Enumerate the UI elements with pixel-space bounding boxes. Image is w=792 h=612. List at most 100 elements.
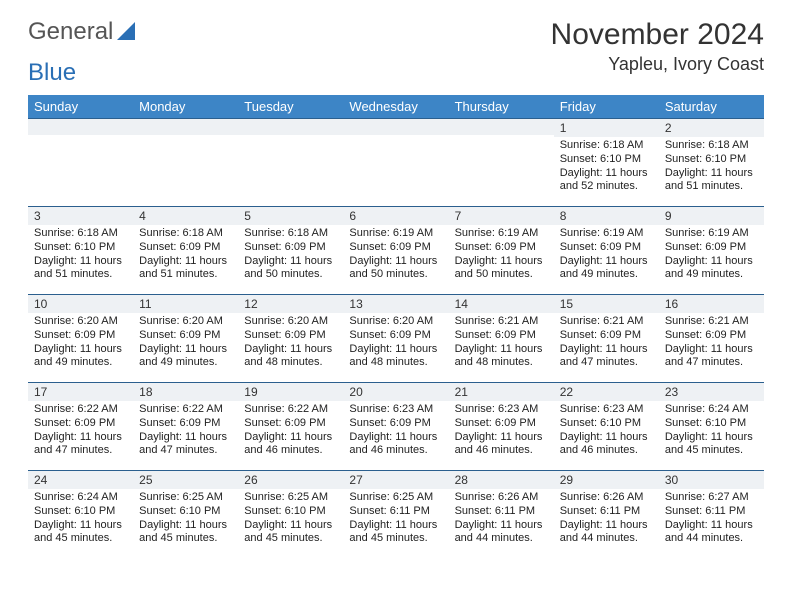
day-details: Sunrise: 6:22 AMSunset: 6:09 PMDaylight:… (133, 401, 238, 462)
daylight-text: Daylight: 11 hours and 47 minutes. (665, 343, 758, 371)
sunrise-text: Sunrise: 6:26 AM (560, 491, 653, 505)
daylight-text: Daylight: 11 hours and 47 minutes. (139, 431, 232, 459)
day-number: 9 (659, 207, 764, 225)
calendar-day-cell: 25Sunrise: 6:25 AMSunset: 6:10 PMDayligh… (133, 471, 238, 559)
day-details: Sunrise: 6:23 AMSunset: 6:09 PMDaylight:… (449, 401, 554, 462)
day-number: 15 (554, 295, 659, 313)
sunrise-text: Sunrise: 6:20 AM (34, 315, 127, 329)
day-number (449, 119, 554, 135)
sunset-text: Sunset: 6:09 PM (665, 329, 758, 343)
day-number: 2 (659, 119, 764, 137)
weekday-header-row: Sunday Monday Tuesday Wednesday Thursday… (28, 95, 764, 119)
day-number: 12 (238, 295, 343, 313)
day-number: 1 (554, 119, 659, 137)
sunrise-text: Sunrise: 6:25 AM (349, 491, 442, 505)
day-details: Sunrise: 6:24 AMSunset: 6:10 PMDaylight:… (28, 489, 133, 550)
day-number: 22 (554, 383, 659, 401)
weekday-header: Tuesday (238, 95, 343, 119)
sunrise-text: Sunrise: 6:20 AM (349, 315, 442, 329)
sunrise-text: Sunrise: 6:24 AM (34, 491, 127, 505)
day-number: 27 (343, 471, 448, 489)
daylight-text: Daylight: 11 hours and 50 minutes. (455, 255, 548, 283)
day-number (343, 119, 448, 135)
calendar-day-cell: 1Sunrise: 6:18 AMSunset: 6:10 PMDaylight… (554, 119, 659, 207)
day-details: Sunrise: 6:26 AMSunset: 6:11 PMDaylight:… (449, 489, 554, 550)
sunset-text: Sunset: 6:09 PM (244, 417, 337, 431)
sunrise-text: Sunrise: 6:22 AM (139, 403, 232, 417)
calendar-day-cell: 21Sunrise: 6:23 AMSunset: 6:09 PMDayligh… (449, 383, 554, 471)
day-details: Sunrise: 6:23 AMSunset: 6:10 PMDaylight:… (554, 401, 659, 462)
calendar-day-cell (28, 119, 133, 207)
sunrise-text: Sunrise: 6:18 AM (244, 227, 337, 241)
sunrise-text: Sunrise: 6:20 AM (139, 315, 232, 329)
daylight-text: Daylight: 11 hours and 51 minutes. (34, 255, 127, 283)
brand-logo: General (28, 18, 139, 46)
sunset-text: Sunset: 6:11 PM (665, 505, 758, 519)
calendar-day-cell: 23Sunrise: 6:24 AMSunset: 6:10 PMDayligh… (659, 383, 764, 471)
calendar-day-cell: 4Sunrise: 6:18 AMSunset: 6:09 PMDaylight… (133, 207, 238, 295)
sunrise-text: Sunrise: 6:22 AM (244, 403, 337, 417)
calendar-week-row: 1Sunrise: 6:18 AMSunset: 6:10 PMDaylight… (28, 119, 764, 207)
day-details: Sunrise: 6:18 AMSunset: 6:09 PMDaylight:… (238, 225, 343, 286)
day-number: 20 (343, 383, 448, 401)
calendar-day-cell: 30Sunrise: 6:27 AMSunset: 6:11 PMDayligh… (659, 471, 764, 559)
sunset-text: Sunset: 6:09 PM (244, 329, 337, 343)
day-details: Sunrise: 6:25 AMSunset: 6:10 PMDaylight:… (238, 489, 343, 550)
calendar-day-cell: 26Sunrise: 6:25 AMSunset: 6:10 PMDayligh… (238, 471, 343, 559)
day-details: Sunrise: 6:18 AMSunset: 6:10 PMDaylight:… (28, 225, 133, 286)
weekday-header: Thursday (449, 95, 554, 119)
weekday-header: Monday (133, 95, 238, 119)
sunset-text: Sunset: 6:09 PM (34, 329, 127, 343)
sunset-text: Sunset: 6:09 PM (139, 241, 232, 255)
calendar-day-cell: 6Sunrise: 6:19 AMSunset: 6:09 PMDaylight… (343, 207, 448, 295)
sunrise-text: Sunrise: 6:23 AM (455, 403, 548, 417)
sunset-text: Sunset: 6:09 PM (455, 241, 548, 255)
day-number: 14 (449, 295, 554, 313)
brand-part2: Blue (28, 59, 764, 87)
calendar-day-cell: 28Sunrise: 6:26 AMSunset: 6:11 PMDayligh… (449, 471, 554, 559)
day-details: Sunrise: 6:24 AMSunset: 6:10 PMDaylight:… (659, 401, 764, 462)
weekday-header: Saturday (659, 95, 764, 119)
day-number: 5 (238, 207, 343, 225)
calendar-day-cell: 20Sunrise: 6:23 AMSunset: 6:09 PMDayligh… (343, 383, 448, 471)
day-number: 21 (449, 383, 554, 401)
day-details: Sunrise: 6:20 AMSunset: 6:09 PMDaylight:… (238, 313, 343, 374)
calendar-day-cell: 14Sunrise: 6:21 AMSunset: 6:09 PMDayligh… (449, 295, 554, 383)
daylight-text: Daylight: 11 hours and 48 minutes. (349, 343, 442, 371)
sunrise-text: Sunrise: 6:22 AM (34, 403, 127, 417)
day-details: Sunrise: 6:21 AMSunset: 6:09 PMDaylight:… (659, 313, 764, 374)
day-details: Sunrise: 6:21 AMSunset: 6:09 PMDaylight:… (554, 313, 659, 374)
day-number (238, 119, 343, 135)
calendar-day-cell: 18Sunrise: 6:22 AMSunset: 6:09 PMDayligh… (133, 383, 238, 471)
calendar-day-cell: 8Sunrise: 6:19 AMSunset: 6:09 PMDaylight… (554, 207, 659, 295)
daylight-text: Daylight: 11 hours and 46 minutes. (244, 431, 337, 459)
sunset-text: Sunset: 6:09 PM (139, 417, 232, 431)
sunrise-text: Sunrise: 6:26 AM (455, 491, 548, 505)
sunset-text: Sunset: 6:09 PM (139, 329, 232, 343)
sunset-text: Sunset: 6:09 PM (665, 241, 758, 255)
sunset-text: Sunset: 6:09 PM (560, 241, 653, 255)
day-details: Sunrise: 6:22 AMSunset: 6:09 PMDaylight:… (28, 401, 133, 462)
sunset-text: Sunset: 6:09 PM (349, 417, 442, 431)
sunset-text: Sunset: 6:09 PM (34, 417, 127, 431)
sunset-text: Sunset: 6:11 PM (560, 505, 653, 519)
day-number: 3 (28, 207, 133, 225)
day-details: Sunrise: 6:27 AMSunset: 6:11 PMDaylight:… (659, 489, 764, 550)
daylight-text: Daylight: 11 hours and 45 minutes. (665, 431, 758, 459)
day-details: Sunrise: 6:26 AMSunset: 6:11 PMDaylight:… (554, 489, 659, 550)
day-details: Sunrise: 6:25 AMSunset: 6:10 PMDaylight:… (133, 489, 238, 550)
sunset-text: Sunset: 6:09 PM (349, 241, 442, 255)
calendar-day-cell: 12Sunrise: 6:20 AMSunset: 6:09 PMDayligh… (238, 295, 343, 383)
sunrise-text: Sunrise: 6:24 AM (665, 403, 758, 417)
day-details: Sunrise: 6:20 AMSunset: 6:09 PMDaylight:… (343, 313, 448, 374)
sunset-text: Sunset: 6:09 PM (349, 329, 442, 343)
sunrise-text: Sunrise: 6:21 AM (665, 315, 758, 329)
calendar-day-cell (133, 119, 238, 207)
sunrise-text: Sunrise: 6:18 AM (34, 227, 127, 241)
calendar-week-row: 10Sunrise: 6:20 AMSunset: 6:09 PMDayligh… (28, 295, 764, 383)
sunset-text: Sunset: 6:10 PM (665, 153, 758, 167)
calendar-day-cell: 15Sunrise: 6:21 AMSunset: 6:09 PMDayligh… (554, 295, 659, 383)
calendar-day-cell: 24Sunrise: 6:24 AMSunset: 6:10 PMDayligh… (28, 471, 133, 559)
day-number: 7 (449, 207, 554, 225)
daylight-text: Daylight: 11 hours and 50 minutes. (349, 255, 442, 283)
